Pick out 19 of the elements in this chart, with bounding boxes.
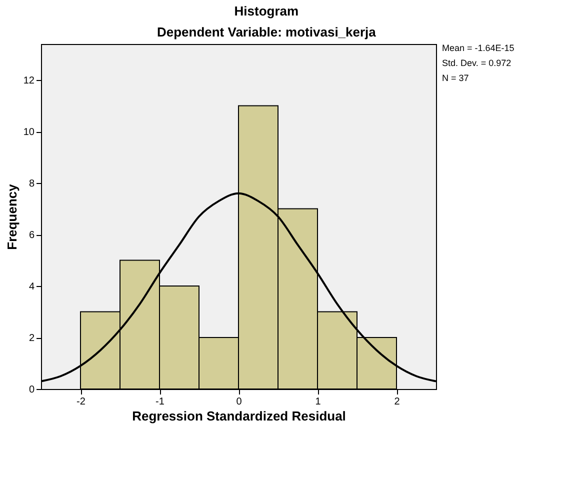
x-tick-label: -1 (156, 396, 165, 408)
y-tick-label: 0 (28, 384, 35, 396)
chart-title: Histogram (234, 4, 299, 18)
x-tick-label: 1 (315, 396, 322, 408)
x-tick-label: 0 (236, 396, 242, 408)
y-tick-label: 10 (23, 127, 35, 138)
y-tick-label: 2 (28, 333, 35, 344)
y-tick-label: 6 (28, 230, 35, 242)
text: Mean = -1.64E-15 (442, 43, 514, 53)
y-tick-label: 4 (28, 282, 35, 293)
chart-subtitle: Dependent Variable: motivasi_kerja (156, 24, 377, 40)
text: Std. Dev. = 0.972 (442, 58, 512, 68)
x-axis-title: Regression Standardized Residual (132, 408, 346, 424)
y-tick-label: 8 (28, 178, 35, 190)
text: N = 37 (442, 73, 469, 83)
y-tick-label: 12 (23, 76, 35, 87)
x-tick-label: 2 (394, 396, 400, 408)
y-axis-title: Frequency (4, 183, 20, 250)
x-tick-label: -2 (76, 396, 86, 408)
